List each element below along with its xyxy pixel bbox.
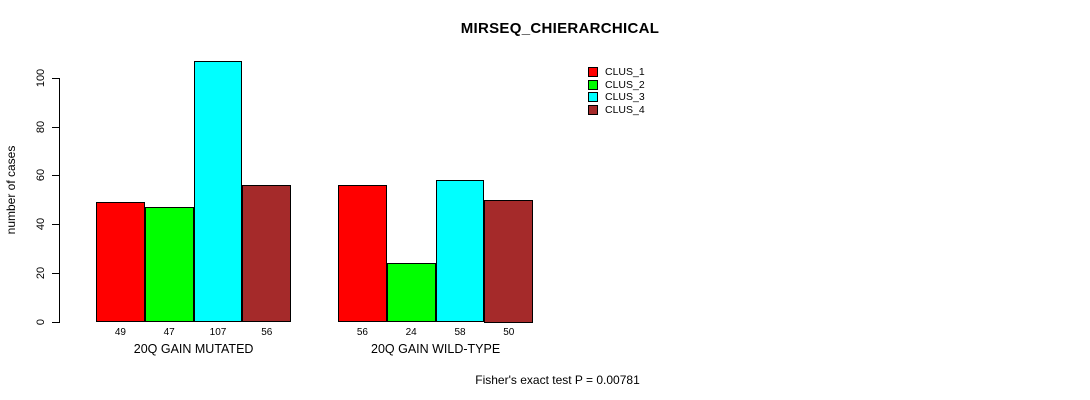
y-tick: [52, 175, 60, 177]
y-axis-line: [59, 78, 60, 323]
y-tick: [52, 321, 60, 323]
bar-clus_4-group1: [242, 185, 292, 323]
bar-value-label: 50: [503, 326, 515, 338]
bar-value-label: 107: [209, 326, 227, 338]
bar-clus_1-group2: [338, 185, 387, 323]
y-tick-label: 0: [35, 318, 47, 325]
bar-clus_1-group1: [96, 202, 145, 323]
y-tick-label: 40: [35, 217, 47, 231]
y-tick-label: 80: [35, 120, 47, 133]
fisher-test-annotation: Fisher's exact test P = 0.00781: [475, 373, 640, 387]
y-tick-label: 60: [35, 169, 47, 182]
legend-label: CLUS_1: [605, 66, 645, 79]
bar-value-label: 56: [261, 326, 273, 338]
legend-item-clus_4: CLUS_4: [588, 104, 645, 117]
legend-item-clus_1: CLUS_1: [588, 66, 645, 79]
y-tick: [52, 272, 60, 274]
bar-value-label: 58: [454, 326, 466, 338]
legend-label: CLUS_4: [605, 104, 645, 117]
bar-clus_3-group1: [193, 60, 243, 323]
bar-clus_2-group1: [144, 207, 194, 323]
legend-swatch: [588, 92, 598, 103]
y-tick-label: 100: [35, 68, 47, 88]
bar-value-label: 47: [163, 326, 175, 338]
x-axis-group-label: 20Q GAIN MUTATED: [133, 341, 254, 356]
bar-value-label: 56: [356, 326, 368, 338]
bar-clus_3-group2: [435, 180, 485, 323]
x-axis-group-label: 20Q GAIN WILD-TYPE: [370, 341, 501, 356]
legend-swatch: [588, 79, 598, 90]
y-tick: [52, 78, 60, 79]
bar-value-label: 24: [405, 326, 417, 338]
legend-item-clus_2: CLUS_2: [588, 79, 645, 92]
legend-label: CLUS_2: [605, 78, 645, 91]
legend-item-clus_3: CLUS_3: [588, 91, 645, 104]
legend: CLUS_1 CLUS_2 CLUS_3 CLUS_4: [588, 66, 645, 116]
y-axis-label: number of cases: [4, 145, 18, 235]
bar-clus_4-group2: [484, 199, 534, 323]
y-tick-label: 20: [35, 266, 47, 279]
legend-label: CLUS_3: [605, 91, 645, 104]
bar-value-label: 49: [114, 326, 126, 338]
y-tick: [52, 126, 60, 128]
chart-title: MIRSEQ_CHIERARCHICAL: [460, 20, 660, 37]
bar-clus_2-group2: [386, 263, 436, 323]
legend-swatch: [588, 105, 598, 116]
legend-swatch: [588, 67, 598, 78]
y-tick: [52, 224, 60, 226]
